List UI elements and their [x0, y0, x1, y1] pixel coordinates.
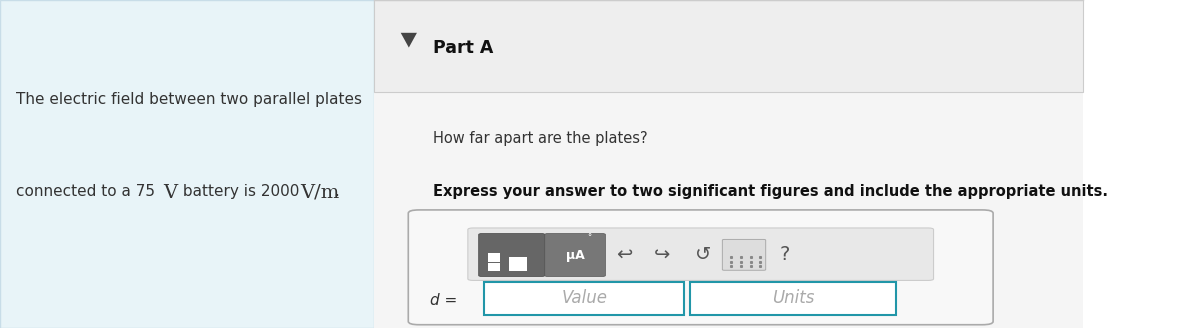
Text: μA: μA — [565, 249, 584, 261]
Text: Express your answer to two significant figures and include the appropriate units: Express your answer to two significant f… — [433, 184, 1109, 199]
Text: °: ° — [587, 233, 592, 242]
Text: ?: ? — [780, 245, 791, 264]
Text: The electric field between two parallel plates: The electric field between two parallel … — [17, 92, 362, 107]
Text: .: . — [330, 184, 340, 199]
FancyBboxPatch shape — [722, 239, 766, 270]
Text: battery is 2000: battery is 2000 — [178, 184, 308, 199]
Text: How far apart are the plates?: How far apart are the plates? — [433, 131, 648, 146]
Text: connected to a 75: connected to a 75 — [17, 184, 164, 199]
FancyBboxPatch shape — [690, 282, 895, 315]
FancyBboxPatch shape — [408, 210, 994, 325]
FancyBboxPatch shape — [468, 228, 934, 280]
Text: Part A: Part A — [433, 39, 493, 56]
Text: ↩: ↩ — [616, 245, 632, 264]
FancyBboxPatch shape — [479, 234, 545, 277]
Text: V/m: V/m — [300, 184, 340, 202]
Text: d =: d = — [430, 293, 457, 308]
FancyBboxPatch shape — [545, 234, 605, 277]
FancyBboxPatch shape — [488, 263, 500, 271]
FancyBboxPatch shape — [373, 0, 1084, 92]
Text: ↪: ↪ — [654, 245, 670, 264]
Text: Units: Units — [772, 290, 814, 307]
Text: V: V — [163, 184, 178, 202]
FancyBboxPatch shape — [484, 282, 684, 315]
Polygon shape — [401, 33, 416, 48]
FancyBboxPatch shape — [0, 0, 373, 328]
FancyBboxPatch shape — [488, 253, 500, 262]
Text: Value: Value — [562, 290, 607, 307]
Text: ↺: ↺ — [695, 245, 712, 264]
FancyBboxPatch shape — [373, 0, 1084, 328]
FancyBboxPatch shape — [509, 257, 527, 271]
